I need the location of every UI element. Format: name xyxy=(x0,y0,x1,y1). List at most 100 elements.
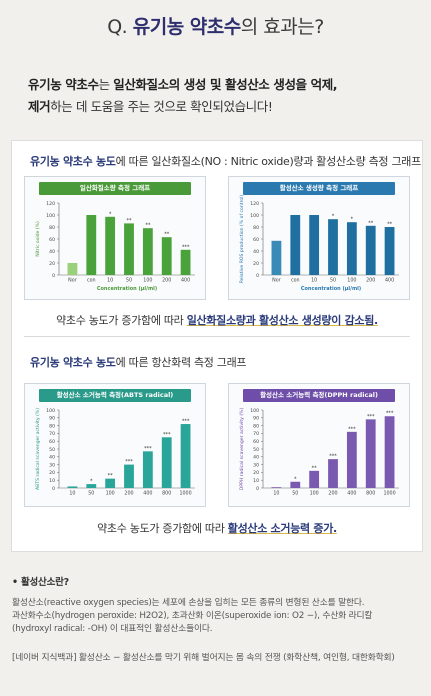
significance-mark: *** xyxy=(329,454,337,460)
intro-bold-2: 일산화질소의 생성 및 활성산소 생성을 억제, xyxy=(113,77,338,92)
significance-mark: ** xyxy=(127,218,133,224)
title-suffix: 의 효과는? xyxy=(240,16,325,38)
bar xyxy=(180,249,191,275)
intro-bold-1: 유기농 약초수 xyxy=(28,77,99,92)
y-tick-label: 20 xyxy=(49,470,55,476)
x-tick-label: con xyxy=(87,279,96,284)
page-title: Q. 유기농 약초수의 효과는? xyxy=(0,12,431,39)
footer-line-1: 활성산소(reactive oxygen species)는 세포에 손상을 입… xyxy=(12,598,365,608)
x-tick-label: 10 xyxy=(69,491,75,497)
bar xyxy=(365,225,376,275)
x-axis-label: Concentration (μl/ml) xyxy=(97,286,157,292)
y-tick-label: 0 xyxy=(52,273,55,279)
intro-bold-3: 제거 xyxy=(28,99,51,114)
y-tick-label: 80 xyxy=(253,423,259,429)
bar xyxy=(161,237,172,275)
x-tick-label: 10 xyxy=(273,491,279,497)
chart-ros-svg: 0 20 40 60 80 100 120 Relative ROS production (… xyxy=(239,195,399,292)
x-tick-label: 100 xyxy=(143,278,152,284)
significance-mark: *** xyxy=(163,432,171,438)
bar xyxy=(105,216,116,275)
x-tick-label: Nor xyxy=(68,278,77,284)
bar xyxy=(384,416,395,488)
significance-mark: *** xyxy=(182,244,190,250)
y-tick-label: 10 xyxy=(49,478,55,484)
footer-note: • 활성산소란? 활성산소(reactive oxygen species)는 … xyxy=(12,576,424,665)
y-tick-label: 100 xyxy=(250,213,259,219)
x-tick-label: con xyxy=(291,279,300,284)
footer-source: [네이버 지식백과] 활성산소 − 활성산소를 막기 위해 벌어지는 몸 속의 … xyxy=(12,653,395,663)
significance-mark: * xyxy=(109,211,112,217)
chart-header: 일산화질소량 측정 그래프 xyxy=(39,182,191,195)
footer-question: • 활성산소란? xyxy=(12,577,69,588)
y-tick-label: 80 xyxy=(49,423,55,429)
x-tick-label: 50 xyxy=(330,278,336,284)
section2-title-bold: 유기농 약초수 농도 xyxy=(30,356,116,369)
y-axis-label: DPPH radical scavenger activity (%) xyxy=(239,408,245,491)
x-tick-label: 50 xyxy=(126,278,132,284)
y-axis-label: ABTS radical scavenger activity (%) xyxy=(35,408,41,490)
x-tick-label: 1000 xyxy=(383,491,395,497)
footer-line-3: (hydroxyl radical: -OH) 이 대표적인 활성산소들이다. xyxy=(12,624,213,634)
y-tick-label: 20 xyxy=(49,261,55,267)
significance-mark: * xyxy=(90,479,93,485)
bar xyxy=(161,437,172,488)
bar xyxy=(290,215,301,275)
section1-title-rest: 에 따른 일산화질소(NO : Nitric oxide)량과 활성산소량 측정… xyxy=(115,155,422,168)
y-tick-label: 30 xyxy=(253,462,259,468)
y-tick-label: 40 xyxy=(49,249,55,255)
x-tick-label: 200 xyxy=(162,278,171,284)
intro-rest: 하는 데 도움을 주는 것으로 확인되었습니다! xyxy=(50,99,273,114)
y-tick-label: 30 xyxy=(49,462,55,468)
bar xyxy=(309,470,320,488)
title-highlight: 유기농 약초수 xyxy=(132,16,242,38)
bar xyxy=(271,240,282,275)
x-tick-label: 50 xyxy=(292,491,298,497)
x-tick-label: 800 xyxy=(162,491,171,497)
x-tick-label: 1000 xyxy=(179,491,191,497)
intro-mid: 는 xyxy=(98,77,114,92)
bar xyxy=(290,481,301,488)
section2-title-rest: 에 따른 항산화력 측정 그래프 xyxy=(115,356,247,369)
chart-header: 활성산소 소거능력 측정(ABTS radical) xyxy=(39,389,191,402)
bar xyxy=(105,478,116,488)
significance-mark: *** xyxy=(125,459,133,465)
y-tick-label: 50 xyxy=(49,447,55,453)
bar xyxy=(180,424,191,488)
bar xyxy=(328,219,338,275)
y-tick-label: 0 xyxy=(52,486,55,492)
chart-no-svg: 0 20 40 60 80 100 120 Nitric oxide (%) Nor con * 10… xyxy=(35,201,195,292)
significance-mark: *** xyxy=(182,419,190,425)
significance-mark: *** xyxy=(144,446,152,452)
significance-mark: * xyxy=(351,217,354,223)
y-tick-label: 90 xyxy=(49,416,55,422)
chart-card-abts: 활성산소 소거능력 측정(ABTS radical) 0 10 20 30 40 50 60… xyxy=(24,383,206,507)
bar xyxy=(67,486,78,488)
y-tick-label: 40 xyxy=(253,455,259,461)
x-tick-label: Nor xyxy=(272,278,281,284)
y-tick-label: 10 xyxy=(253,478,259,484)
y-tick-label: 70 xyxy=(49,431,55,437)
bar xyxy=(309,215,320,275)
significance-mark: ** xyxy=(312,465,318,471)
y-tick-label: 90 xyxy=(253,416,259,422)
bar xyxy=(365,419,376,488)
significance-mark: *** xyxy=(367,414,375,420)
x-tick-label: 200 xyxy=(366,278,375,284)
intro-text: 유기농 약초수는 일산화질소의 생성 및 활성산소 생성을 억제, 제거하는 데… xyxy=(28,74,408,118)
y-tick-label: 100 xyxy=(250,408,259,414)
x-tick-label: 10 xyxy=(311,278,317,284)
significance-mark: * xyxy=(332,214,335,220)
chart-card-no: 일산화질소량 측정 그래프 0 20 40 60 80 100 120 Nitric oxid… xyxy=(24,176,206,300)
section1-title: 유기농 약초수 농도에 따른 일산화질소(NO : Nitric oxide)량… xyxy=(30,153,421,169)
significance-mark: ** xyxy=(145,223,151,229)
bar xyxy=(86,484,97,488)
bar xyxy=(328,459,338,488)
x-tick-label: 10 xyxy=(107,278,113,284)
section2-caption-highlight: 활성산소 소거능력 증가. xyxy=(227,522,337,535)
section2-title: 유기농 약초수 농도에 따른 항산화력 측정 그래프 xyxy=(30,354,247,370)
y-tick-label: 100 xyxy=(46,408,55,414)
y-tick-label: 80 xyxy=(253,225,259,231)
chart-header: 활성산소 소거능력 측정(DPPH radical) xyxy=(243,389,395,402)
